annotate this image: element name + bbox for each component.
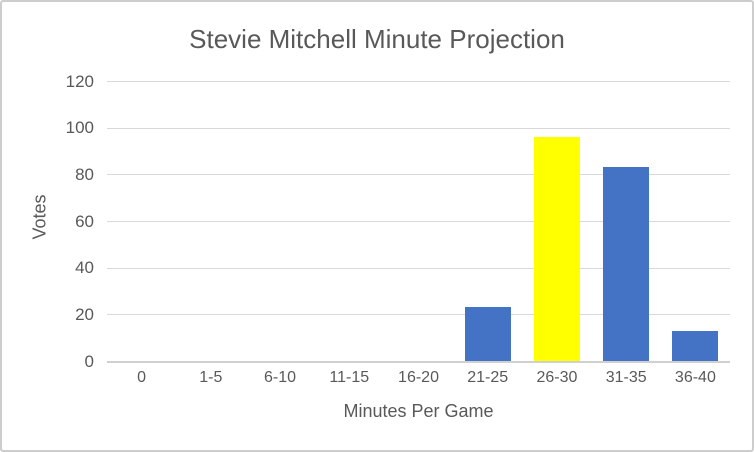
bar-31-35[interactable] <box>603 167 650 361</box>
x-tick-label-0: 0 <box>137 369 147 386</box>
x-tick-label-11-15: 11-15 <box>329 369 370 386</box>
x-tick-label-1-5: 1-5 <box>199 369 223 386</box>
gridline-100 <box>107 127 730 129</box>
x-tick-label-36-40: 36-40 <box>674 369 716 386</box>
x-axis-line <box>107 360 730 363</box>
chart-title: Stevie Mitchell Minute Projection <box>189 24 565 54</box>
bar-36-40[interactable] <box>672 330 719 361</box>
y-tick-label-60: 60 <box>75 211 94 231</box>
y-tick-label-0: 0 <box>84 351 94 371</box>
y-tick-label-20: 20 <box>75 304 94 324</box>
y-tick-label-120: 120 <box>65 71 94 91</box>
x-axis-title: Minutes Per Game <box>343 401 494 421</box>
y-tick-label-80: 80 <box>75 164 94 184</box>
bar-21-25[interactable] <box>464 307 511 361</box>
x-tick-label-31-35: 31-35 <box>605 369 647 386</box>
x-tick-label-16-20: 16-20 <box>398 369 439 386</box>
y-tick-label-40: 40 <box>75 258 94 278</box>
gridline-120 <box>107 81 730 82</box>
bar-26-30[interactable] <box>533 137 580 361</box>
x-tick-label-26-30: 26-30 <box>536 369 578 386</box>
gridline-40 <box>107 267 730 269</box>
gridline-20 <box>107 314 730 316</box>
y-tick-label-100: 100 <box>65 118 94 138</box>
x-tick-label-21-25: 21-25 <box>467 369 509 386</box>
gridline-60 <box>107 221 730 222</box>
x-tick-label-6-10: 6-10 <box>264 369 297 386</box>
gridline-80 <box>107 174 730 176</box>
